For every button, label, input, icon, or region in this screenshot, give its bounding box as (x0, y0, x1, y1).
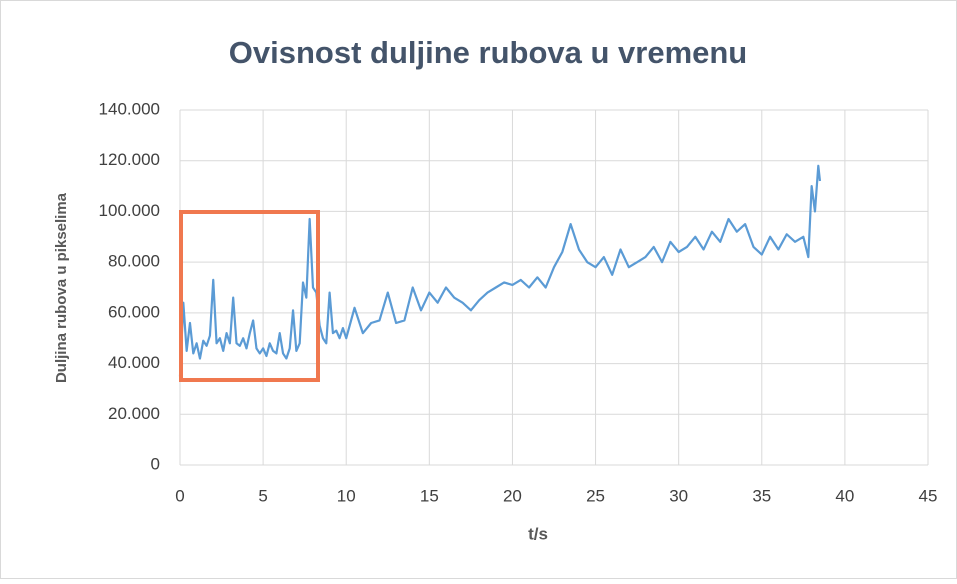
x-tick-label: 10 (337, 486, 356, 505)
y-tick-label: 100.000 (99, 201, 160, 220)
x-tick-label: 25 (586, 486, 605, 505)
x-tick-label: 5 (258, 486, 267, 505)
data-line (178, 164, 822, 377)
highlight-box (179, 210, 320, 382)
y-axis-label: Duljina rubova u pikselima (53, 192, 70, 383)
x-tick-label: 45 (919, 486, 938, 505)
y-tick-label: 0 (151, 454, 160, 473)
y-tick-label: 40.000 (108, 353, 160, 372)
x-tick-label: 15 (420, 486, 439, 505)
x-tick-label: 20 (503, 486, 522, 505)
chart-title: Ovisnost duljine rubova u vremenu (229, 35, 748, 70)
y-tick-label: 20.000 (108, 404, 160, 423)
x-axis-label: t/s (528, 524, 548, 543)
y-tick-label: 80.000 (108, 252, 160, 271)
y-tick-label: 120.000 (99, 150, 160, 169)
y-tick-label: 60.000 (108, 302, 160, 321)
y-tick-label: 140.000 (99, 99, 160, 118)
x-tick-label: 35 (752, 486, 771, 505)
x-tick-label: 30 (669, 486, 688, 505)
plot-area: 0 20.000 40.000 60.000 80.000 100.000 120.000 1… (99, 99, 938, 505)
x-tick-label: 0 (175, 486, 184, 505)
x-tick-label: 40 (835, 486, 854, 505)
